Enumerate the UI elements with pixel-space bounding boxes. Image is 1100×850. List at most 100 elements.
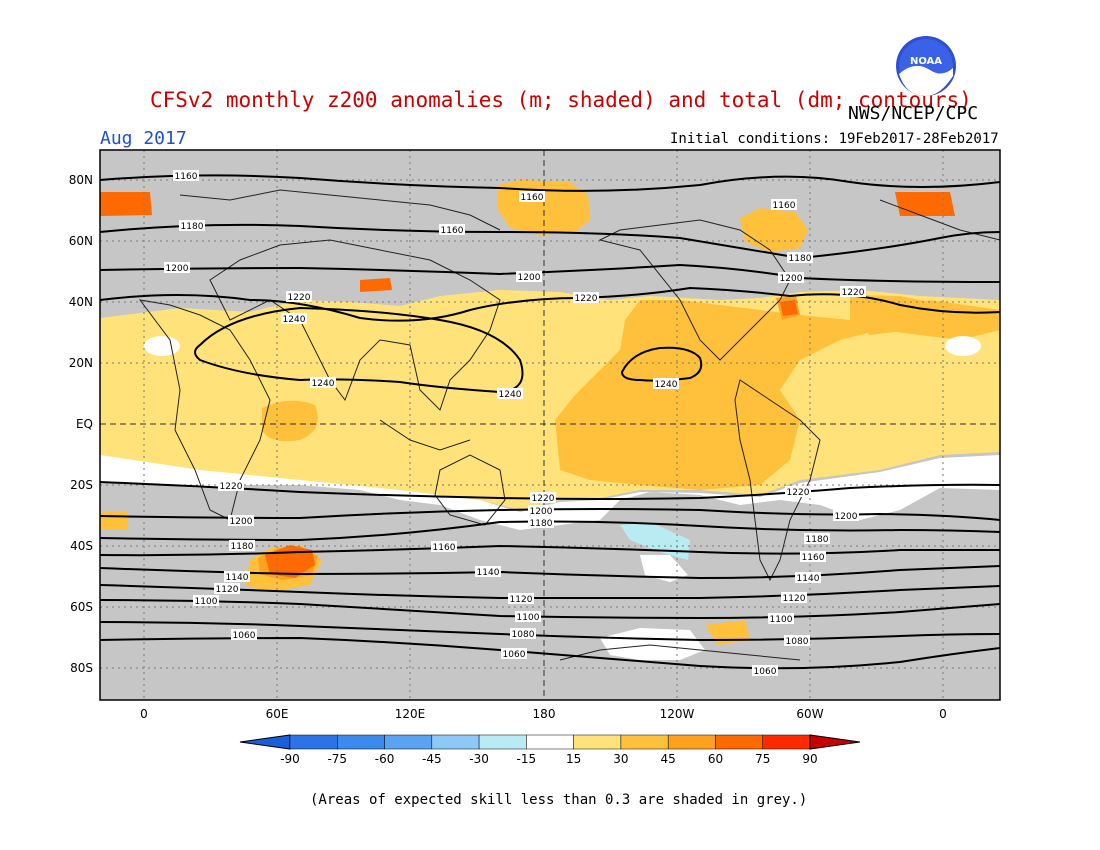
longitude-label: 120E [395,707,426,721]
agency-label: NWS/NCEP/CPC [848,103,979,124]
contour-label: 1220 [840,286,866,298]
colorbar-label: -75 [327,752,347,766]
contour-label-text: 1200 [518,273,541,283]
colorbar-label: 15 [566,752,581,766]
latitude-label: 80S [70,661,93,675]
contour-label-text: 1200 [835,512,858,522]
contour-label: 1160 [439,224,465,236]
contour-label-text: 1180 [789,254,812,264]
contour-label-text: 1100 [770,615,793,625]
contour-label: 1120 [214,583,240,595]
colorbar-arrow-low [239,734,291,750]
longitude-label: 0 [140,707,148,721]
longitude-axis: 0 60E 120E 180 120W 60W 0 [140,707,947,721]
contour-label: 1080 [784,635,810,647]
contour-label: 1220 [218,480,244,492]
colorbar-label: -30 [469,752,489,766]
map-frame [99,149,1001,701]
contour-label-text: 1240 [283,315,306,325]
contour-label: 1140 [475,566,501,578]
contour-label: 1180 [528,517,554,529]
contour-labels: 1160 1160 1160 1160 1180 1180 1200 1200 … [164,170,866,677]
colorbar-swatch [384,734,433,750]
contour-label: 1200 [228,515,254,527]
colorbar-swatch [762,734,811,750]
contour-label-text: 1160 [175,172,198,182]
contour-label-text: 1160 [441,226,464,236]
contour-1080-s [99,621,1001,642]
latitude-label: 20N [69,356,93,370]
contour-label-text: 1060 [754,667,777,677]
contour-label: 1220 [785,486,811,498]
grid [100,150,1000,700]
contour-label: 1200 [516,271,542,283]
contour-label-text: 1200 [230,517,253,527]
anomaly-area-60-75-arctic-w [100,192,152,216]
latitude-label: 20S [70,478,93,492]
contour-label-text: 1200 [530,507,553,517]
latitude-label: 60S [70,600,93,614]
anomaly-area-30-45-atl [850,295,930,335]
contour-label-text: 1060 [503,650,526,660]
contour-label-text: 1240 [655,380,678,390]
contour-1140-s [99,565,1001,580]
contour-label-text: 1160 [802,553,825,563]
contour-label-text: 1180 [806,535,829,545]
longitude-label: 0 [939,707,947,721]
contour-label-text: 1140 [226,573,249,583]
contour-1120-s [99,584,1001,600]
chart-title: CFSv2 monthly z200 anomalies (m; shaded)… [150,88,972,112]
longitude-label: 60W [796,707,823,721]
contour-label-text: 1240 [499,390,522,400]
contour-label: 1220 [286,291,312,303]
contour-label-text: 1220 [842,288,865,298]
contour-label-text: 1220 [220,482,243,492]
contour-label: 1240 [497,388,523,400]
contour-label: 1160 [519,191,545,203]
contour-label-text: 1080 [786,637,809,647]
contour-label-text: 1240 [312,379,335,389]
colorbar-arrow-high [809,734,861,750]
contour-1200-s [99,508,1001,521]
contour-label-text: 1140 [797,574,820,584]
longitude-label: 120W [660,707,695,721]
contour-label-text: 1220 [532,494,555,504]
colorbar-swatch [573,734,622,750]
contour-label: 1220 [573,292,599,304]
anomaly-area-neutral-n2 [945,336,981,356]
contour-label: 1180 [787,252,813,264]
contour-1220-s [99,481,1001,500]
initial-conditions: Initial conditions: 19Feb2017-28Feb2017 [670,131,999,147]
contour-label-text: 1120 [783,594,806,604]
contour-label-text: 1100 [195,597,218,607]
contour-label-text: 1120 [510,595,533,605]
contour-label: 1200 [833,510,859,522]
latitude-label: EQ [76,417,93,431]
colorbar-label: 75 [755,752,770,766]
contour-label: 1180 [804,533,830,545]
colorbar-swatch [478,734,527,750]
contour-label-text: 1180 [530,519,553,529]
contour-label: 1180 [179,220,205,232]
contour-label: 1080 [510,628,536,640]
colorbar-label: -60 [375,752,395,766]
colorbar-label: 45 [661,752,676,766]
coastlines [138,189,1001,661]
longitude-label: 60E [266,707,289,721]
skill-footnote: (Areas of expected skill less than 0.3 a… [310,792,808,808]
low-skill-area-sh [100,485,250,530]
contour-label: 1200 [778,272,804,284]
contour-label: 1160 [173,170,199,182]
contour-label: 1160 [800,551,826,563]
contour-label: 1240 [281,313,307,325]
contour-label-text: 1160 [773,201,796,211]
contour-label: 1060 [752,665,778,677]
noaa-logo: NOAA [896,36,956,96]
anomaly-area-30-45-india [262,400,318,442]
anomaly-area-neutral-spac [640,555,688,582]
contour-label: 1140 [224,571,250,583]
contour-1060-s [99,636,1001,670]
contour-label: 1100 [515,611,541,623]
contour-label-text: 1060 [233,631,256,641]
